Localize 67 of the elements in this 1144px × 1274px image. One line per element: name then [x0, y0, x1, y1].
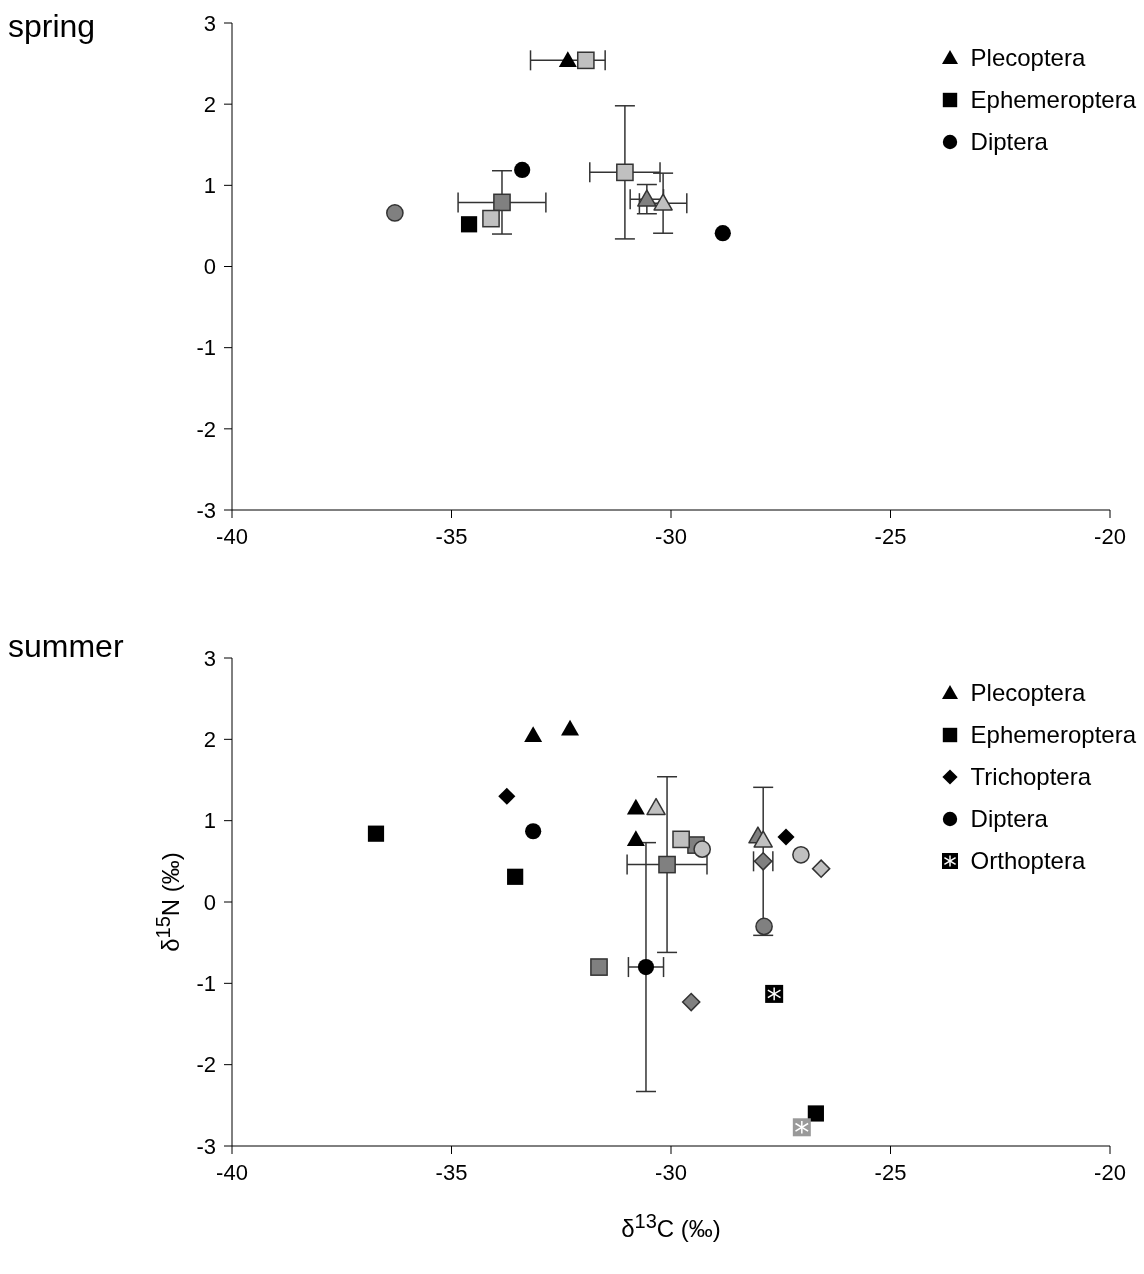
x-tick-label: -35 [435, 1159, 468, 1185]
chart-title: summer [8, 628, 124, 665]
x-tick-label: -20 [1094, 523, 1126, 549]
legend-label: Diptera [970, 805, 1048, 833]
legend-label: Plecoptera [970, 44, 1086, 72]
point [693, 840, 712, 858]
point [811, 859, 831, 878]
point [658, 855, 676, 874]
point [753, 830, 773, 848]
y-tick-label: -3 [196, 497, 216, 523]
point [714, 225, 731, 242]
legend-label: Trichoptera [970, 763, 1092, 791]
x-tick-label: -30 [655, 523, 687, 549]
y-tick-label: -1 [196, 335, 216, 361]
y-tick-label: 0 [203, 889, 216, 915]
point [672, 830, 690, 849]
y-tick-label: 1 [203, 173, 216, 199]
point [637, 189, 657, 207]
y-tick-label: 2 [203, 727, 216, 753]
legend-label: Ephemeroptera [970, 721, 1136, 749]
y-tick-label: -2 [196, 416, 216, 442]
point [525, 823, 542, 840]
point [482, 209, 500, 228]
x-tick-label: -30 [655, 1159, 687, 1185]
point [792, 845, 810, 864]
point [386, 204, 404, 222]
x-tick-label: -20 [1094, 1159, 1126, 1185]
y-tick-label: -3 [196, 1133, 216, 1159]
point [626, 830, 645, 847]
point [681, 992, 701, 1012]
x-tick-label: -40 [216, 523, 248, 549]
point [498, 787, 516, 805]
x-tick-label: -35 [435, 523, 468, 549]
legend-label: Orthoptera [970, 847, 1086, 875]
y-tick-label: -2 [196, 1052, 216, 1078]
point [493, 193, 511, 212]
legend-label: Diptera [970, 128, 1048, 156]
x-axis-title: δ$^{13}$C (‰) [621, 1210, 721, 1243]
point [576, 51, 595, 70]
x-tick-label: -25 [874, 523, 907, 549]
legend-label: Plecoptera [970, 679, 1086, 707]
y-tick-label: 3 [203, 645, 216, 671]
point [646, 797, 666, 816]
point [524, 726, 543, 743]
point [367, 825, 385, 842]
chart-title: spring [8, 8, 96, 45]
point [637, 958, 655, 976]
point [807, 1105, 824, 1122]
point [590, 958, 608, 976]
y-tick-label: 3 [203, 10, 216, 36]
y-tick-label: 2 [203, 91, 216, 117]
point [558, 51, 577, 68]
point [460, 216, 478, 233]
point [514, 161, 531, 179]
point [626, 798, 645, 815]
point [777, 828, 795, 846]
point [755, 917, 773, 936]
point [616, 163, 634, 182]
point [561, 719, 580, 736]
y-tick-label: 1 [203, 808, 216, 834]
x-tick-label: -40 [216, 1159, 248, 1185]
point [507, 868, 524, 885]
x-tick-label: -25 [874, 1159, 907, 1185]
y-tick-label: -1 [196, 971, 216, 997]
y-tick-label: 0 [203, 254, 216, 280]
point [653, 193, 673, 211]
legend-label: Ephemeroptera [970, 86, 1136, 114]
